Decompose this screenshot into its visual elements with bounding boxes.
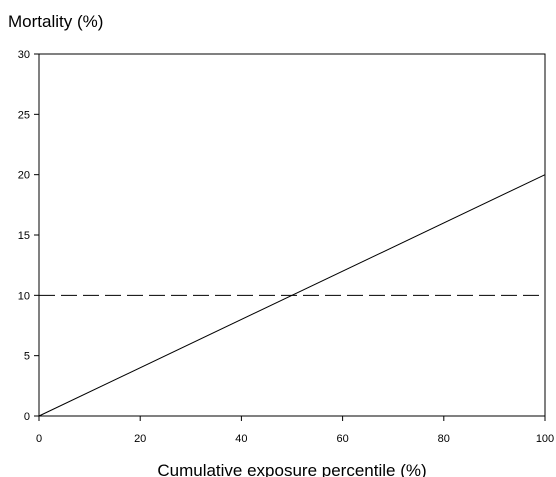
- x-tick-label: 20: [134, 433, 146, 445]
- plot-frame: [38, 53, 546, 417]
- y-tick-label: 20: [18, 170, 30, 182]
- y-tick-label: 10: [18, 290, 30, 302]
- y-tick-label: 0: [24, 411, 30, 423]
- y-tick-label: 30: [18, 49, 30, 61]
- y-tick-label: 5: [24, 351, 30, 363]
- x-tick-label: 100: [536, 433, 554, 445]
- x-tick-label: 40: [235, 433, 247, 445]
- x-axis-label: Cumulative exposure percentile (%): [157, 461, 426, 477]
- plot-series: [38, 174, 546, 417]
- y-tick-label: 25: [18, 109, 30, 121]
- x-tick-label: 80: [438, 433, 450, 445]
- x-axis: 0 20 40 60 80 100: [36, 416, 554, 445]
- x-tick-label: 0: [36, 433, 42, 445]
- x-tick-label: 60: [336, 433, 348, 445]
- y-tick-label: 15: [18, 230, 30, 242]
- y-axis: 0 5 10 15 20 25 30: [18, 49, 39, 423]
- y-axis-label: Mortality (%): [8, 12, 103, 31]
